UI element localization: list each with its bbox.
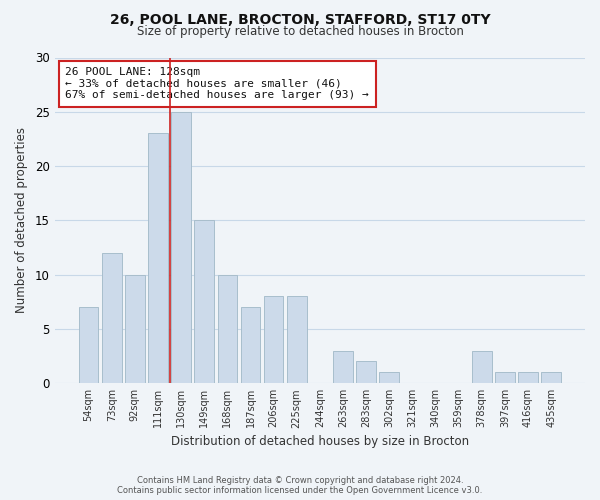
- Text: 26, POOL LANE, BROCTON, STAFFORD, ST17 0TY: 26, POOL LANE, BROCTON, STAFFORD, ST17 0…: [110, 12, 490, 26]
- Bar: [218, 274, 237, 383]
- Bar: [171, 112, 191, 383]
- Bar: [472, 350, 491, 383]
- Bar: [264, 296, 283, 383]
- Bar: [125, 274, 145, 383]
- Bar: [287, 296, 307, 383]
- Bar: [379, 372, 399, 383]
- Bar: [356, 362, 376, 383]
- Text: 26 POOL LANE: 128sqm
← 33% of detached houses are smaller (46)
67% of semi-detac: 26 POOL LANE: 128sqm ← 33% of detached h…: [65, 68, 369, 100]
- Bar: [541, 372, 561, 383]
- Bar: [241, 307, 260, 383]
- Bar: [79, 307, 98, 383]
- Y-axis label: Number of detached properties: Number of detached properties: [15, 128, 28, 314]
- Text: Size of property relative to detached houses in Brocton: Size of property relative to detached ho…: [137, 25, 463, 38]
- Bar: [102, 253, 122, 383]
- X-axis label: Distribution of detached houses by size in Brocton: Distribution of detached houses by size …: [171, 434, 469, 448]
- Bar: [194, 220, 214, 383]
- Bar: [495, 372, 515, 383]
- Bar: [518, 372, 538, 383]
- Bar: [148, 134, 168, 383]
- Text: Contains HM Land Registry data © Crown copyright and database right 2024.
Contai: Contains HM Land Registry data © Crown c…: [118, 476, 482, 495]
- Bar: [333, 350, 353, 383]
